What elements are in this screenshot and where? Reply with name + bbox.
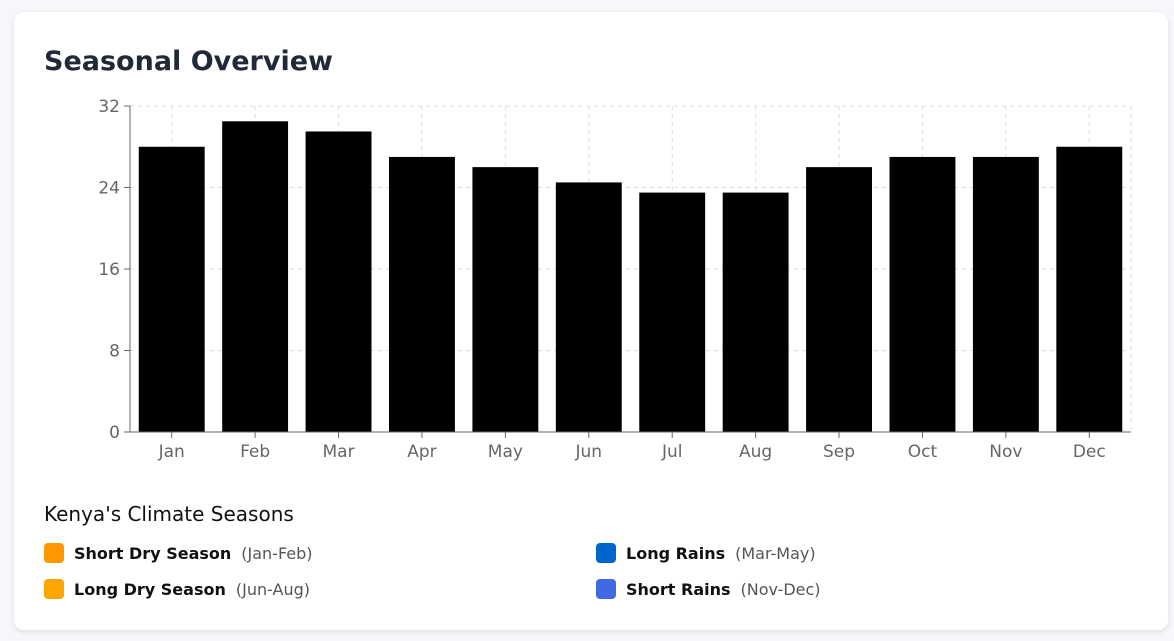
x-tick-label: Sep <box>823 442 855 462</box>
legend-item-name: Long Dry Season <box>74 579 226 599</box>
legend-title: Kenya's Climate Seasons <box>44 502 294 526</box>
y-tick-label: 24 <box>98 179 120 199</box>
bar-dec <box>1056 146 1123 432</box>
y-tick-label: 16 <box>98 260 120 280</box>
bar-aug <box>722 192 789 432</box>
x-tick-label: Feb <box>240 442 270 462</box>
legend-item-long-rains: Long Rains (Mar-May) <box>596 542 816 564</box>
legend-item-short-dry-season: Short Dry Season (Jan-Feb) <box>44 542 313 564</box>
x-tick-label: Nov <box>989 442 1022 462</box>
legend-item-range: (Mar-May) <box>735 543 816 563</box>
x-tick-label: Dec <box>1073 442 1106 462</box>
page-title: Seasonal Overview <box>44 46 333 77</box>
bar-feb <box>222 121 289 432</box>
y-tick-label: 32 <box>98 97 120 117</box>
bar-jan <box>138 146 205 432</box>
legend-swatch <box>596 543 616 563</box>
chart-bars <box>138 121 1123 432</box>
legend-swatch <box>44 543 64 563</box>
x-tick-label: Aug <box>739 442 772 462</box>
bar-oct <box>889 156 956 432</box>
x-tick-label: Jan <box>158 442 185 462</box>
x-tick-label: Apr <box>407 442 436 462</box>
bar-may <box>472 167 539 432</box>
chart-axes <box>124 105 1131 438</box>
x-tick-label: Jul <box>661 442 683 462</box>
bar-nov <box>972 156 1039 432</box>
legend-item-long-dry-season: Long Dry Season (Jun-Aug) <box>44 578 310 600</box>
bar-apr <box>389 156 455 432</box>
legend-swatch <box>596 579 616 599</box>
x-tick-label: May <box>488 442 523 462</box>
legend-item-name: Short Rains <box>626 579 731 599</box>
legend-item-range: (Nov-Dec) <box>740 579 821 599</box>
legend-item-range: (Jun-Aug) <box>235 579 311 599</box>
x-tick-label: Mar <box>323 442 355 462</box>
legend-item-short-rains: Short Rains (Nov-Dec) <box>596 578 821 600</box>
x-tick-label: Oct <box>908 442 938 462</box>
bar-sep <box>806 167 872 432</box>
legend-swatch <box>44 579 64 599</box>
chart-tick-labels: 0 8 16 24 32 Jan Feb Mar Apr May Jun Jul Aug Sep Oct No… <box>98 97 1105 462</box>
bar-jul <box>639 192 706 432</box>
legend-item-name: Long Rains <box>626 543 726 563</box>
legend-item-name: Short Dry Season <box>74 543 232 563</box>
y-tick-label: 0 <box>109 423 120 443</box>
bar-chart: 0 8 16 24 32 Jan Feb Mar Apr May Jun Jul Aug Sep Oct No… <box>98 97 1132 462</box>
y-tick-label: 8 <box>109 342 120 362</box>
bar-jun <box>555 182 622 432</box>
legend-item-range: (Jan-Feb) <box>241 543 313 563</box>
bar-mar <box>305 131 372 432</box>
seasonal-overview-card: Seasonal Overview 0 8 16 24 32 Jan Feb Mar Apr Ma… <box>14 12 1168 630</box>
x-tick-label: Jun <box>575 442 603 462</box>
